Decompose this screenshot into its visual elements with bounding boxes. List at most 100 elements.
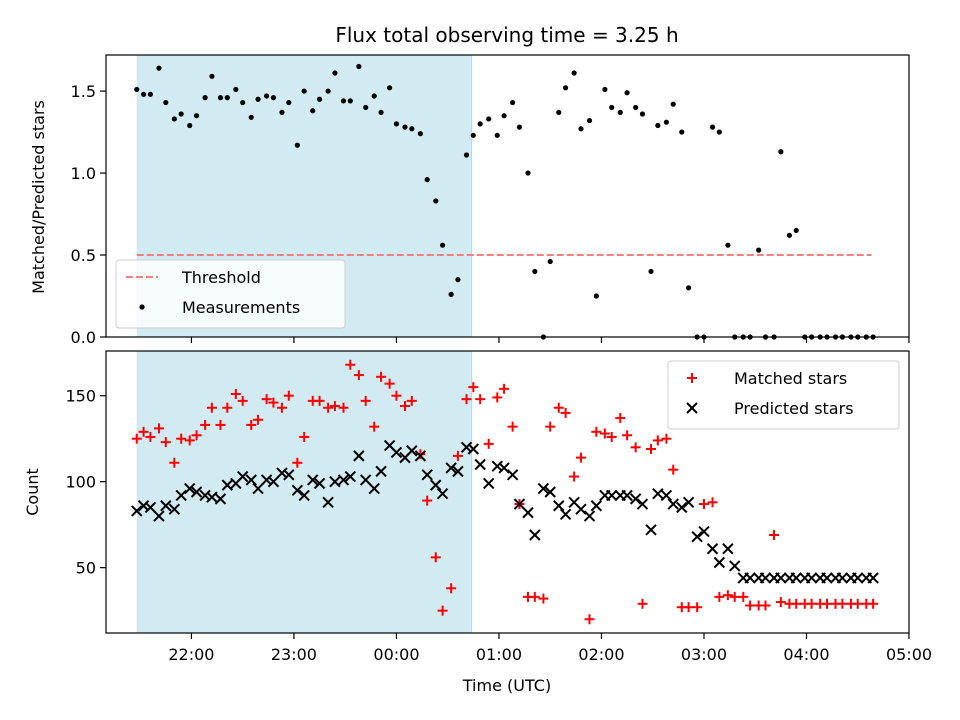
cross-b [729, 560, 741, 572]
cross-b [498, 462, 510, 474]
data-point [131, 433, 142, 444]
cross-b [406, 445, 418, 457]
data-point [584, 614, 595, 625]
data-point [178, 111, 184, 117]
data-point [679, 129, 685, 135]
data-point [756, 247, 762, 253]
cross-b [513, 498, 526, 510]
data-point [353, 450, 365, 462]
cross-b [676, 501, 688, 514]
data-point [421, 469, 433, 481]
data-point [199, 489, 211, 502]
data-point [217, 95, 224, 101]
legend-label: Matched stars [734, 369, 847, 388]
cross-b [276, 467, 288, 479]
cross-b [529, 529, 541, 541]
data-point [171, 116, 177, 122]
data-point [452, 465, 464, 478]
data-point [417, 131, 423, 137]
cross-b [583, 510, 596, 522]
data-point [193, 113, 200, 119]
data-point [722, 590, 733, 601]
x-tick-label: 23:00 [271, 645, 317, 664]
data-point [867, 572, 879, 584]
cross-b [606, 489, 618, 502]
data-point [387, 85, 393, 91]
data-point [498, 462, 510, 474]
data-point [268, 397, 279, 408]
cross-b [199, 489, 211, 502]
data-point [276, 467, 288, 479]
cross-b [452, 465, 464, 478]
data-point [486, 116, 492, 122]
cross-b [590, 500, 603, 512]
data-point [467, 443, 480, 455]
x-tick-label: 02:00 [578, 645, 624, 664]
data-point [378, 109, 384, 115]
cross-b [553, 500, 565, 512]
data-point [786, 232, 793, 238]
data-point [230, 388, 241, 399]
data-point [709, 124, 716, 130]
data-point [436, 488, 449, 500]
y-tick-label: 50 [76, 559, 96, 578]
data-point [360, 395, 371, 406]
bottom-y-axis-label: Count [23, 468, 42, 516]
data-point [713, 556, 726, 569]
data-point [153, 510, 165, 522]
data-point [660, 489, 673, 502]
data-point [698, 525, 710, 538]
data-point [222, 402, 233, 413]
legend-box [115, 259, 346, 329]
cross-b [686, 402, 698, 414]
cross-b [337, 474, 350, 486]
data-point [506, 469, 519, 481]
data-point [692, 602, 703, 613]
data-point [160, 437, 171, 448]
cross-b [691, 531, 703, 543]
data-point [759, 572, 772, 584]
legend-label: Measurements [182, 298, 300, 317]
cross-b [474, 458, 486, 471]
data-point [661, 433, 672, 444]
data-point [852, 598, 863, 609]
data-point [532, 268, 538, 275]
data-point [390, 446, 403, 459]
cross-b [436, 488, 449, 500]
data-point [433, 198, 439, 204]
data-point [245, 474, 257, 486]
cross-b [706, 543, 719, 555]
data-point [314, 395, 325, 406]
data-point [630, 442, 641, 453]
data-point [510, 99, 516, 106]
data-point [547, 258, 553, 265]
data-point [145, 431, 156, 442]
data-point [252, 482, 264, 495]
legend-swatch [687, 373, 697, 383]
data-point [338, 402, 349, 413]
data-point [236, 470, 249, 483]
cross-b [698, 525, 710, 538]
cross-b [682, 496, 695, 509]
cross-b [790, 572, 802, 584]
cross-b [298, 489, 310, 502]
data-point [769, 529, 780, 540]
data-point [775, 597, 786, 608]
data-point [492, 392, 503, 403]
data-point [260, 474, 273, 486]
cross-b [805, 572, 818, 584]
data-point [313, 477, 326, 490]
data-point [793, 227, 799, 234]
data-point [393, 121, 400, 127]
legend-swatch [139, 304, 145, 310]
data-point [363, 104, 369, 111]
data-point [744, 572, 756, 584]
data-point [191, 430, 202, 441]
data-point [513, 498, 526, 510]
data-point [667, 498, 679, 510]
data-point [575, 503, 587, 515]
cross-b [160, 500, 172, 512]
data-point [553, 402, 564, 413]
data-point [538, 593, 549, 604]
cross-b [359, 474, 372, 486]
